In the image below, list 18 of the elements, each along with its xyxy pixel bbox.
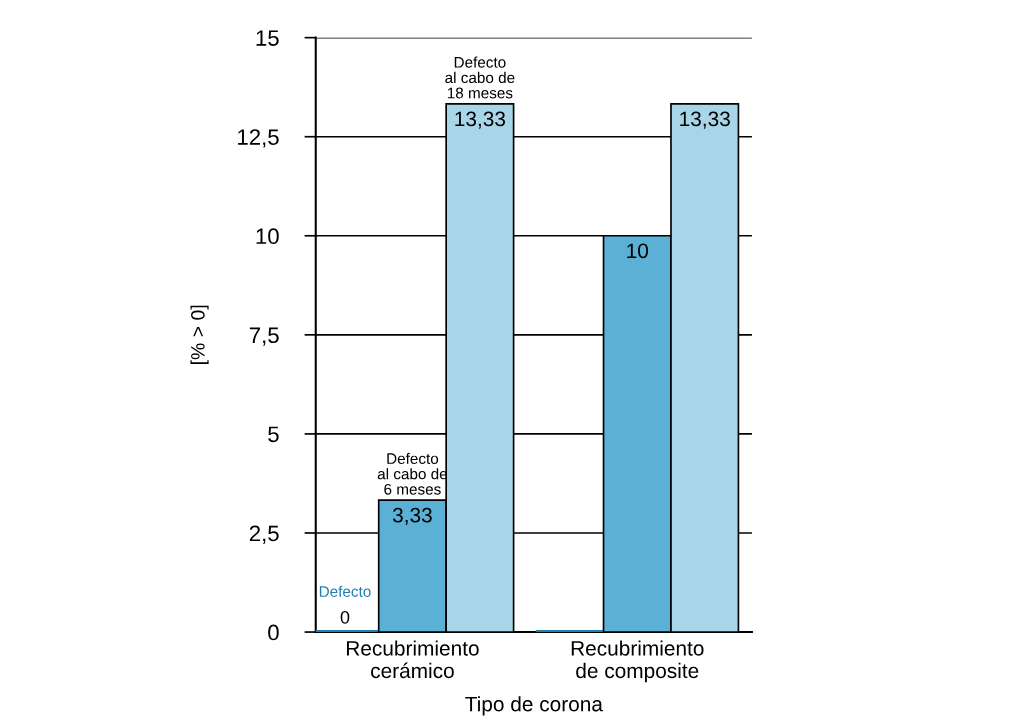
data-label: 3,33 bbox=[392, 507, 432, 525]
y-tick-label: 15 bbox=[256, 30, 279, 46]
data-label: 0 bbox=[340, 610, 350, 624]
data-label: 13,33 bbox=[680, 111, 730, 129]
x-tick-label: Recubrimiento cerámico bbox=[346, 640, 479, 679]
y-tick-label: 5 bbox=[268, 426, 279, 443]
data-label: 13,33 bbox=[455, 111, 506, 129]
y-tick-label: 0 bbox=[268, 624, 279, 641]
text: Defecto bbox=[319, 585, 371, 597]
y-axis-title: [% > 0] bbox=[190, 305, 209, 364]
y-tick-label: 2,5 bbox=[249, 525, 279, 544]
y-tick-label: 10 bbox=[256, 228, 279, 245]
y-tick-label: 12,5 bbox=[238, 129, 279, 148]
data-label: 10 bbox=[627, 243, 649, 259]
x-axis-title: Tipo de corona bbox=[465, 696, 603, 716]
x-tick-label: Recubrimiento de composite bbox=[571, 640, 704, 683]
y-tick-label: 7,5 bbox=[249, 327, 279, 346]
series-label: Defecto al cabo de 18 meses bbox=[445, 56, 515, 99]
